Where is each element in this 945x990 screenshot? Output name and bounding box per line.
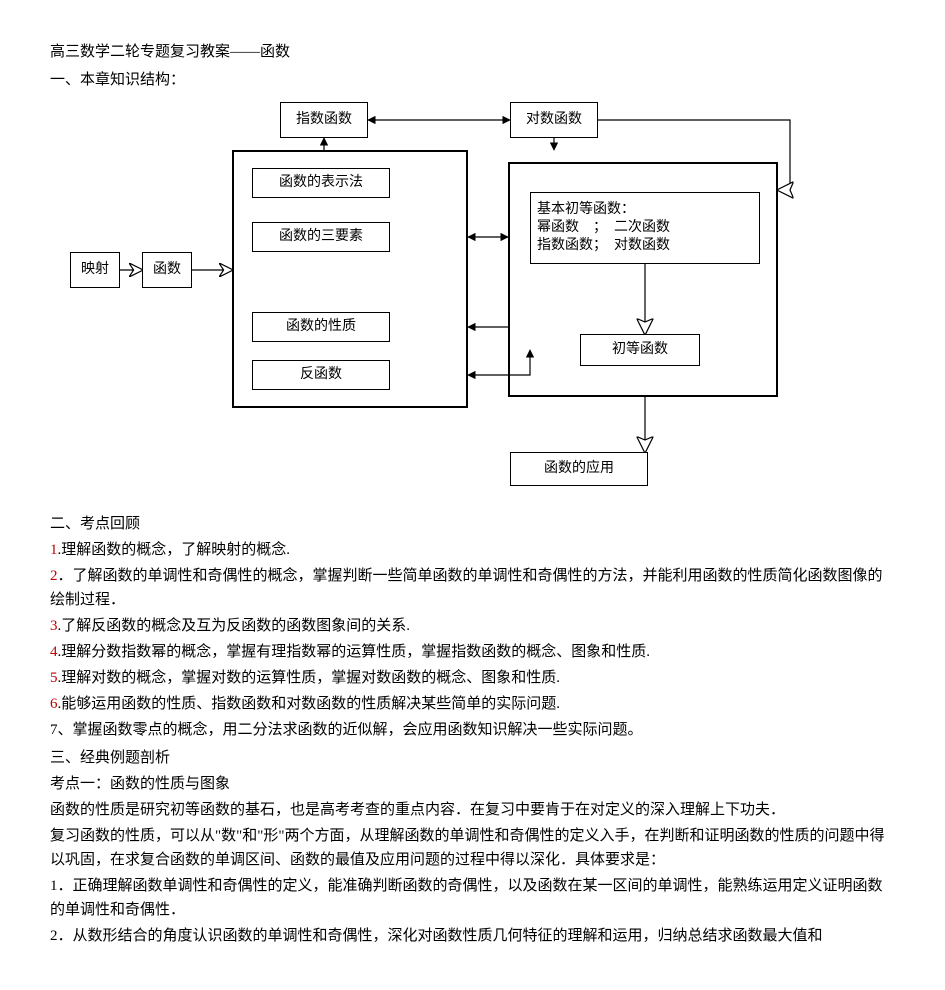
point-text: .理解对数的概念，掌握对数的运算性质，掌握对数函数的概念、图象和性质.	[58, 670, 561, 686]
point-number: 1	[50, 542, 58, 558]
node-xingzhi: 函数的性质	[252, 312, 390, 342]
review-point-6: 6.能够运用函数的性质、指数函数和对数函数的性质解决某些简单的实际问题.	[50, 692, 895, 716]
node-fanhanshu: 反函数	[252, 360, 390, 390]
body-paragraphs: 函数的性质是研究初等函数的基石，也是高考考查的重点内容．在复习中要肯于在对定义的…	[50, 798, 895, 948]
review-point-3: 3.了解反函数的概念及互为反函数的函数图象间的关系.	[50, 614, 895, 638]
point-number: 2	[50, 568, 58, 584]
node-yingshe: 映射	[70, 252, 120, 288]
body-para-4: 2．从数形结合的角度认识函数的单调性和奇偶性，深化对函数性质几何特征的理解和运用…	[50, 924, 895, 948]
body-para-3: 1．正确理解函数单调性和奇偶性的定义，能准确判断函数的奇偶性，以及函数在某一区间…	[50, 874, 895, 922]
review-points-list: 1.理解函数的概念，了解映射的概念.2．了解函数的单调性和奇偶性的概念，掌握判断…	[50, 538, 895, 742]
point-number: 7	[50, 722, 58, 738]
point-number: 6	[50, 696, 58, 712]
review-point-1: 1.理解函数的概念，了解映射的概念.	[50, 538, 895, 562]
point-text: 、掌握函数零点的概念，用二分法求函数的近似解，会应用函数知识解决一些实际问题。	[58, 722, 643, 738]
kaodian-title: 考点一：函数的性质与图象	[50, 772, 895, 796]
node-biaoshi: 函数的表示法	[252, 168, 390, 198]
review-point-7: 7、掌握函数零点的概念，用二分法求函数的近似解，会应用函数知识解决一些实际问题。	[50, 718, 895, 742]
doc-title: 高三数学二轮专题复习教案――函数	[50, 40, 895, 64]
review-point-5: 5.理解对数的概念，掌握对数的运算性质，掌握对数函数的概念、图象和性质.	[50, 666, 895, 690]
review-point-4: 4.理解分数指数幂的概念，掌握有理指数幂的运算性质，掌握指数函数的概念、图象和性…	[50, 640, 895, 664]
point-number: 3	[50, 618, 58, 634]
node-hanshu: 函数	[142, 252, 192, 288]
body-para-2: 复习函数的性质，可以从"数"和"形"两个方面，从理解函数的单调性和奇偶性的定义入…	[50, 824, 895, 872]
point-text: .了解反函数的概念及互为反函数的函数图象间的关系.	[58, 618, 411, 634]
point-number: 5	[50, 670, 58, 686]
point-number: 4	[50, 644, 58, 660]
node-sanyaosu: 函数的三要素	[252, 222, 390, 252]
point-text: .能够运用函数的性质、指数函数和对数函数的性质解决某些简单的实际问题.	[58, 696, 561, 712]
node-chudeng: 初等函数	[580, 334, 700, 366]
node-duishu_top: 对数函数	[510, 102, 598, 138]
node-zhishu_top: 指数函数	[280, 102, 368, 138]
section-2-title: 二、考点回顾	[50, 512, 895, 536]
point-text: .理解函数的概念，了解映射的概念.	[58, 542, 291, 558]
point-text: ．了解函数的单调性和奇偶性的概念，掌握判断一些简单函数的单调性和奇偶性的方法，并…	[50, 568, 883, 608]
review-point-2: 2．了解函数的单调性和奇偶性的概念，掌握判断一些简单函数的单调性和奇偶性的方法，…	[50, 564, 895, 612]
node-jiben: 基本初等函数：幂函数 ； 二次函数指数函数； 对数函数	[530, 192, 760, 264]
body-para-1: 函数的性质是研究初等函数的基石，也是高考考查的重点内容．在复习中要肯于在对定义的…	[50, 798, 895, 822]
point-text: .理解分数指数幂的概念，掌握有理指数幂的运算性质，掌握指数函数的概念、图象和性质…	[58, 644, 651, 660]
section-3-title: 三、经典例题剖析	[50, 746, 895, 770]
section-1-title: 一、本章知识结构：	[50, 68, 895, 92]
node-yingyong: 函数的应用	[510, 452, 648, 486]
knowledge-structure-diagram: 映射函数 指数函数 对数函数函数的表示法函数的三要素函数的性质反函数 基本初等函数：幂…	[70, 102, 850, 502]
